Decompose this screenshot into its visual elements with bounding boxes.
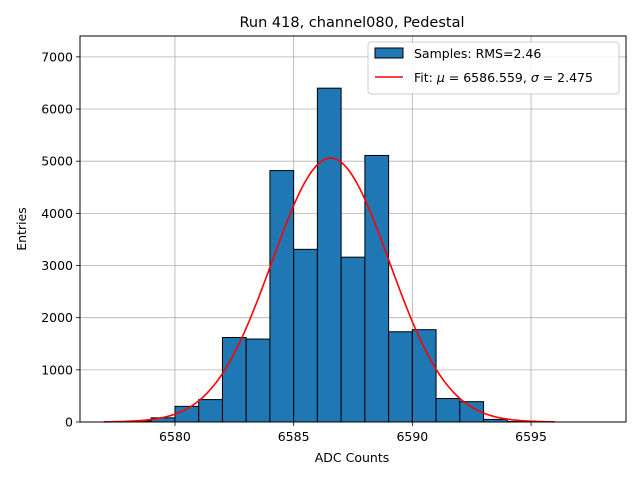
legend: Samples: RMS=2.46 Fit: μ = 6586.559, σ =… (368, 42, 619, 94)
y-tick-label: 0 (65, 415, 73, 430)
y-tick-label: 5000 (41, 154, 73, 169)
histogram-bar (222, 337, 246, 422)
histogram-bar (199, 400, 223, 422)
x-tick-label: 6585 (278, 429, 310, 444)
y-tick-label: 2000 (41, 310, 73, 325)
legend-fit-prefix: Fit: (414, 70, 437, 85)
x-axis-label: ADC Counts (315, 450, 390, 465)
histogram-bar (294, 249, 318, 422)
y-tick-label: 7000 (41, 49, 73, 64)
legend-fit-sigma-text: = 2.475 (539, 70, 593, 85)
legend-label-samples: Samples: RMS=2.46 (414, 46, 541, 61)
legend-swatch-samples (375, 48, 403, 58)
y-tick-label: 1000 (41, 362, 73, 377)
histogram-bar (317, 88, 341, 422)
histogram-bar (412, 330, 436, 422)
histogram-bar (270, 171, 294, 422)
y-tick-label: 4000 (41, 206, 73, 221)
histogram-bar (246, 339, 270, 422)
x-tick-label: 6595 (515, 429, 547, 444)
histogram-bar (341, 257, 365, 422)
y-tick-label: 3000 (41, 258, 73, 273)
histogram-bar (436, 399, 460, 422)
x-tick-label: 6580 (159, 429, 191, 444)
y-axis-label: Entries (14, 207, 29, 251)
legend-label-fit: Fit: μ = 6586.559, σ = 2.475 (414, 70, 593, 85)
chart-title: Run 418, channel080, Pedestal (239, 15, 464, 31)
histogram-bar (389, 332, 413, 422)
legend-fit-mu-text: = 6586.559, (445, 70, 531, 85)
histogram-bar (365, 155, 389, 422)
x-tick-label: 6590 (396, 429, 428, 444)
y-tick-label: 6000 (41, 102, 73, 117)
legend-fit-mu-symbol: μ (436, 70, 445, 85)
